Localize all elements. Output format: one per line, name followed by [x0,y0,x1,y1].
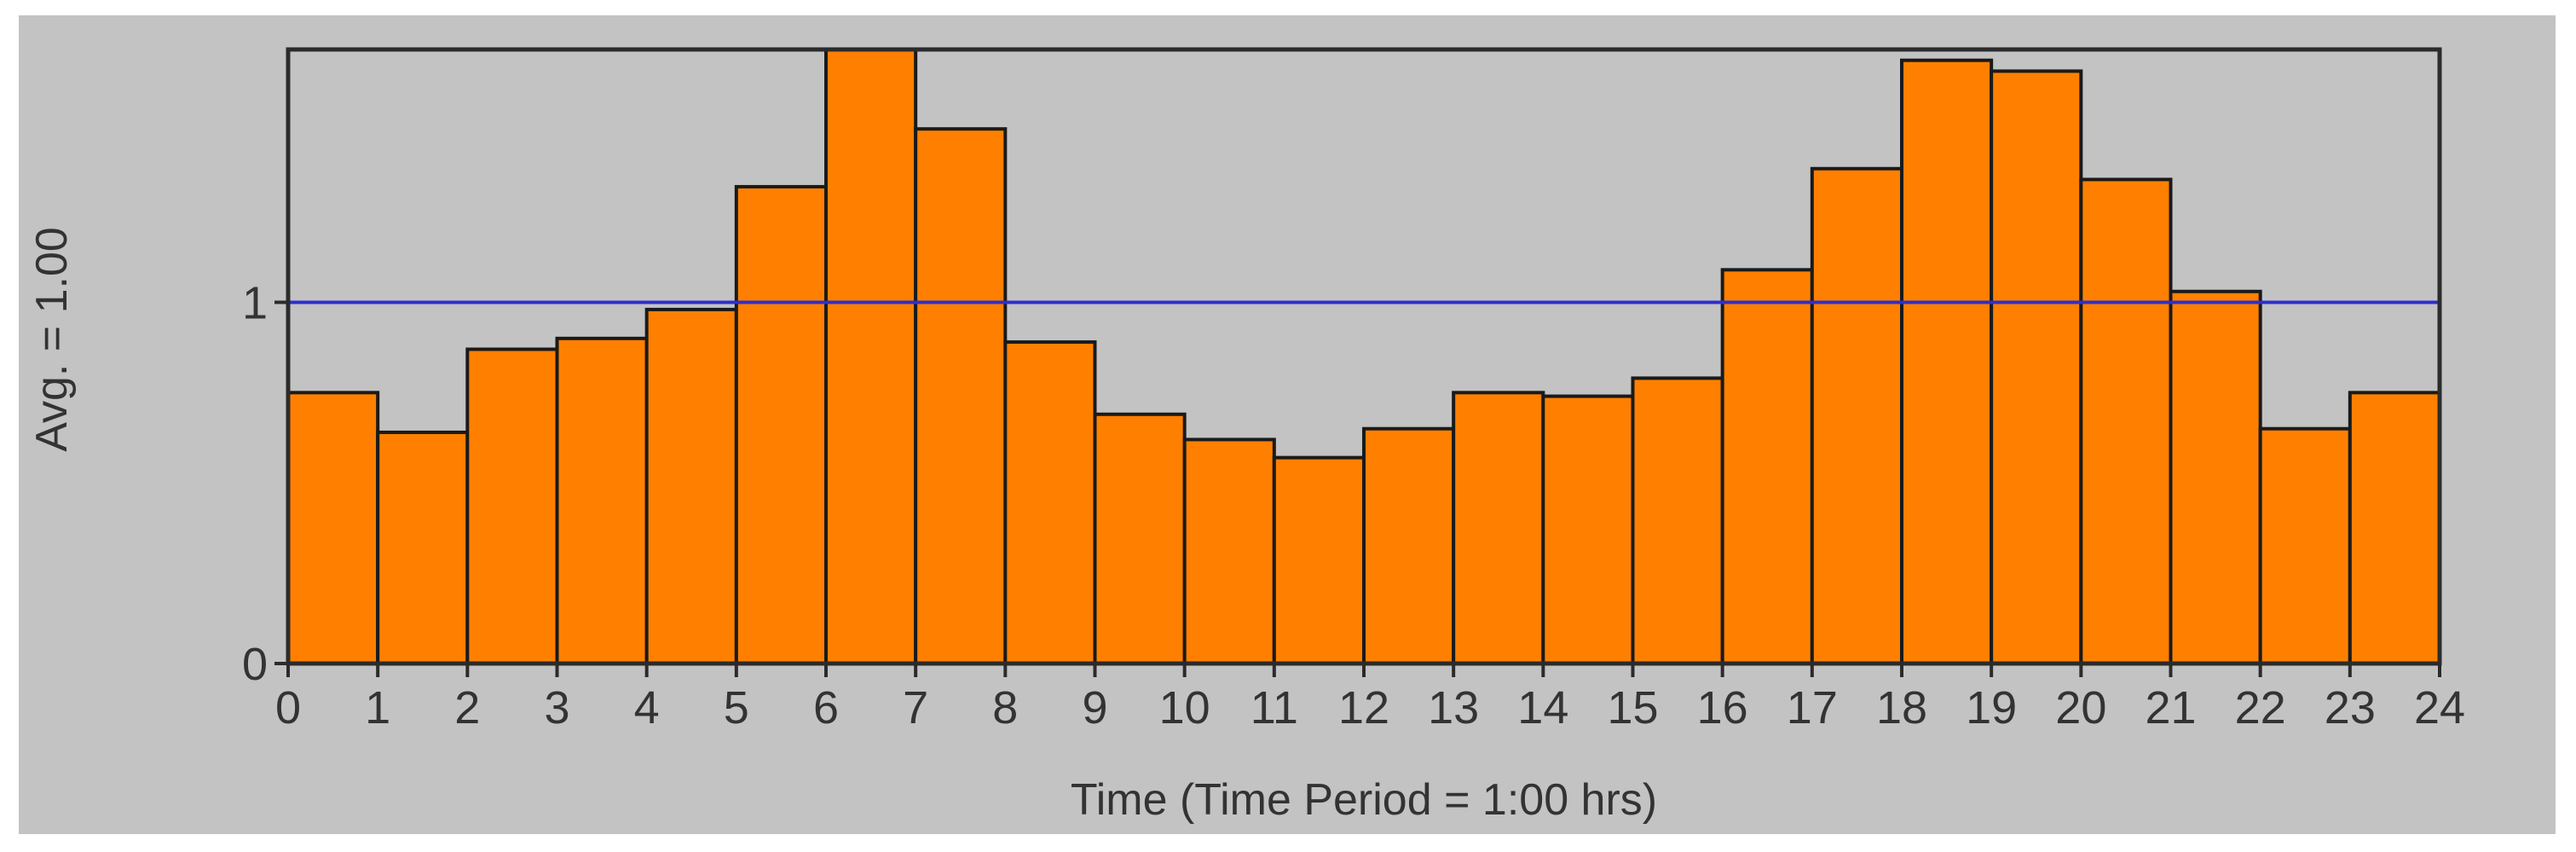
histogram-bar [286,391,380,665]
x-tick-label: 20 [2055,682,2106,733]
x-tick-label: 13 [1428,682,1479,733]
x-tick-label: 0 [275,682,301,733]
histogram-bar [1182,438,1276,665]
x-tick-label: 11 [1250,682,1298,733]
x-tick-label: 17 [1787,682,1838,733]
x-axis-title: Time (Time Period = 1:00 hrs) [1071,775,1657,825]
histogram-bar [1003,340,1097,665]
histogram-bar [2169,289,2262,665]
histogram-bar [1810,166,1903,665]
histogram-bar [1900,58,1994,666]
histogram-bar [465,347,559,665]
histogram-bar [376,430,470,665]
histogram-bar [1362,426,1456,665]
histogram-bar [824,48,918,665]
histogram-bar [1452,391,1545,665]
histogram-bar [1631,376,1724,665]
x-tick-label: 14 [1517,682,1568,733]
y-tick-label: 0 [242,639,268,690]
x-tick-label: 12 [1338,682,1389,733]
histogram-bar [914,127,1008,666]
histogram-bar [2079,177,2173,665]
histogram-bar [734,184,828,666]
histogram-bar [1541,394,1635,665]
histogram-bar [2348,391,2441,665]
x-tick-label: 24 [2414,682,2465,733]
x-tick-label: 4 [634,682,660,733]
x-tick-label: 23 [2325,682,2376,733]
x-tick-label: 19 [1966,682,2017,733]
x-tick-label: 3 [544,682,569,733]
y-tick-label: 1 [242,277,268,328]
x-tick-label: 1 [365,682,390,733]
histogram-bar [1990,69,2083,666]
x-tick-label: 2 [454,682,480,733]
x-tick-label: 6 [813,682,839,733]
x-tick-label: 16 [1697,682,1748,733]
bars-layer [286,48,2441,666]
histogram-bar [644,307,738,665]
histogram-bar [1272,455,1366,666]
histogram-bar [1093,412,1187,665]
histogram-bar [555,336,649,665]
x-tick-label: 8 [992,682,1018,733]
histogram-bar [2258,426,2352,665]
x-tick-label: 9 [1082,682,1107,733]
x-tick-label: 10 [1159,682,1210,733]
x-axis: 0 1 2 3 4 5 6 7 8 9 10 11 12 13 14 15 16 17 18 19 20 21 22 23 24 [275,664,2465,733]
x-tick-label: 5 [724,682,749,733]
x-tick-label: 15 [1607,682,1658,733]
y-axis-title: Avg. = 1.00 [27,227,77,452]
x-tick-label: 18 [1876,682,1927,733]
histogram-bar [1720,268,1814,665]
x-tick-label: 22 [2235,682,2286,733]
x-tick-label: 7 [903,682,928,733]
x-tick-label: 21 [2145,682,2196,733]
y-axis: 01 [242,277,288,690]
